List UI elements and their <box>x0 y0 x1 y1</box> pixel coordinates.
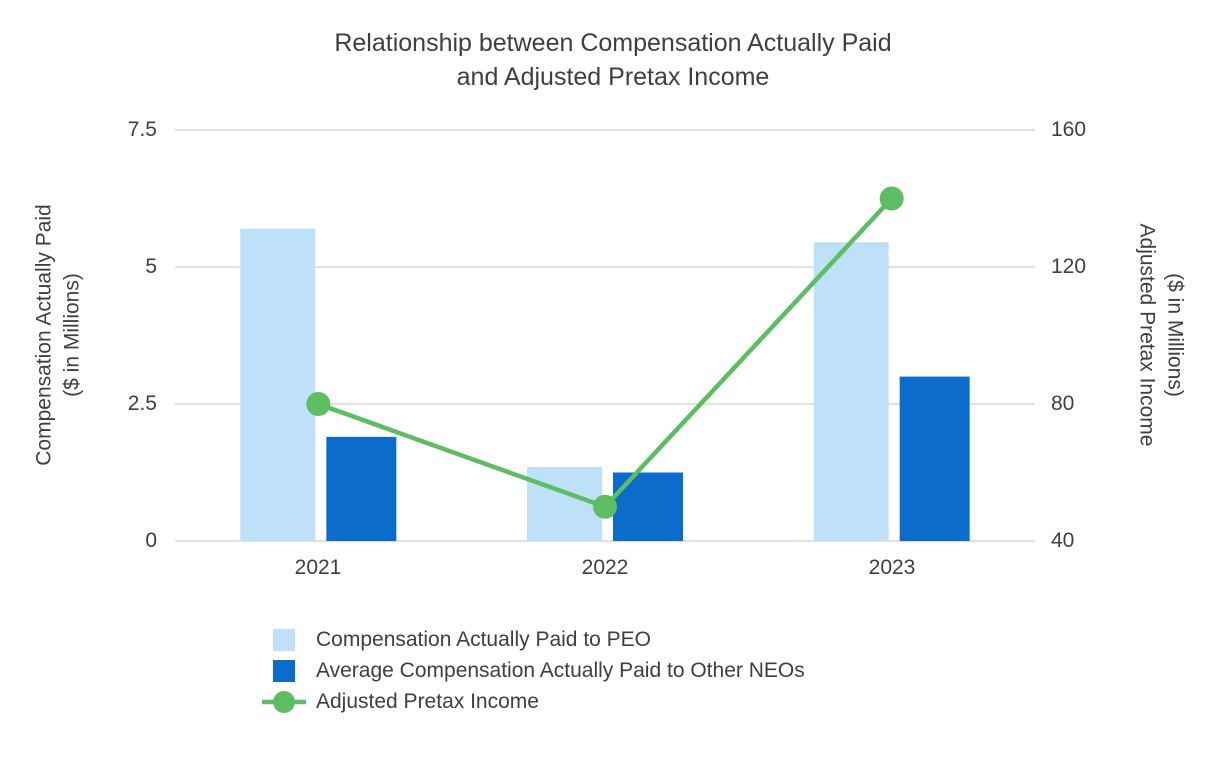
neo-swatch-icon <box>273 659 295 682</box>
left-axis-tick-2-5: 2.5 <box>127 392 157 415</box>
legend-key-pretax <box>260 689 308 715</box>
bar-peo-2022 <box>527 467 602 541</box>
bar-neo-2023 <box>899 376 970 541</box>
pretax-income-marker-2021 <box>306 392 331 416</box>
legend-label-pretax: Adjusted Pretax Income <box>316 689 539 713</box>
bar-neo-2022 <box>613 472 683 541</box>
right-axis-tick-80: 80 <box>1051 392 1075 415</box>
pretax-income-line <box>317 196 894 510</box>
legend-item-neo: Average Compensation Actually Paid to Ot… <box>260 655 805 686</box>
legend-label-neo: Average Compensation Actually Paid to Ot… <box>316 658 805 682</box>
x-axis-label-2023: 2023 <box>868 556 916 579</box>
bar-neo-2021 <box>326 436 397 541</box>
legend-item-peo: Compensation Actually Paid to PEO <box>260 624 805 655</box>
chart-title-line2: and Adjusted Pretax Income <box>456 63 770 91</box>
legend-item-pretax: Adjusted Pretax Income <box>260 686 805 717</box>
pretax-income-marker-2022 <box>593 494 617 519</box>
right-axis-title-line1: Adjusted Pretax Income <box>1135 223 1159 447</box>
left-axis-title-line1: Compensation Actually Paid <box>32 204 56 466</box>
right-axis-title: ($ in Millions) Adjusted Pretax Income <box>1133 130 1189 541</box>
x-axis-label-2022: 2022 <box>581 556 629 579</box>
legend-label-peo: Compensation Actually Paid to PEO <box>316 627 652 651</box>
bar-peo-2021 <box>240 228 316 541</box>
right-axis-tick-120: 120 <box>1051 255 1087 278</box>
chart-title-line1: Relationship between Compensation Actual… <box>334 29 892 57</box>
left-axis-title-line2: ($ in Millions) <box>60 273 84 397</box>
left-axis-tick-7-5: 7.5 <box>127 118 157 141</box>
chart-title: Relationship between Compensation Actual… <box>0 26 1226 94</box>
legend-key-neo <box>260 658 308 684</box>
right-axis-tick-40: 40 <box>1051 529 1075 552</box>
line-marker-icon <box>262 690 306 713</box>
right-axis-tick-160: 160 <box>1051 118 1087 141</box>
left-axis-title: Compensation Actually Paid ($ in Million… <box>31 130 87 541</box>
left-axis-tick-0: 0 <box>145 529 157 552</box>
left-axis-tick-5: 5 <box>145 255 157 278</box>
peo-swatch-icon <box>273 628 295 651</box>
pretax-income-marker-2023 <box>879 186 904 211</box>
legend: Compensation Actually Paid to PEO Averag… <box>260 624 805 717</box>
legend-key-peo <box>260 627 308 653</box>
bar-peo-2023 <box>813 242 889 541</box>
x-axis-label-2021: 2021 <box>294 556 342 579</box>
right-axis-title-line2: ($ in Millions) <box>1163 273 1187 397</box>
